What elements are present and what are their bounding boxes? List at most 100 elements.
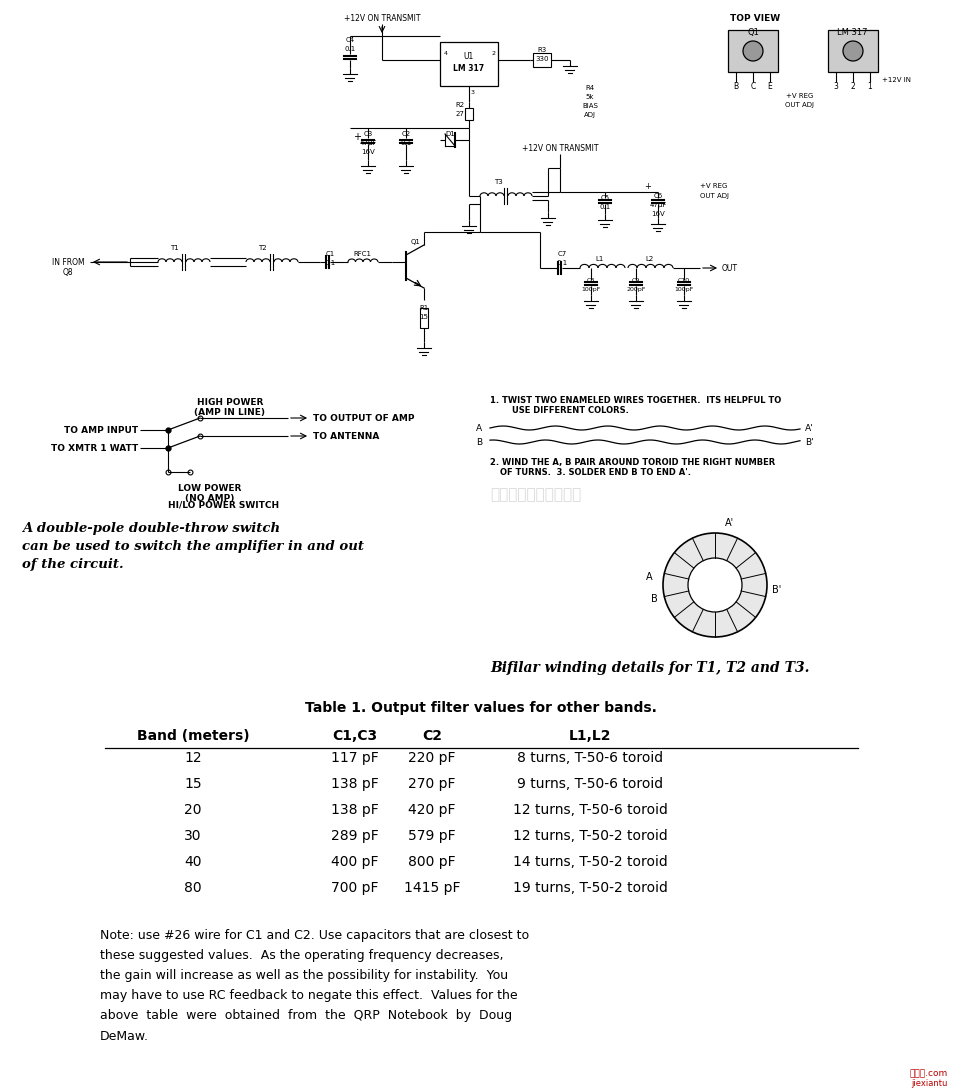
Text: C2: C2 — [422, 729, 441, 743]
Circle shape — [662, 533, 766, 637]
Text: 800 pF: 800 pF — [407, 855, 456, 869]
Text: IN FROM: IN FROM — [52, 258, 85, 266]
Text: HI/LO POWER SWITCH: HI/LO POWER SWITCH — [168, 500, 279, 510]
Text: R1: R1 — [419, 305, 429, 311]
Text: 3: 3 — [832, 82, 838, 91]
Text: 0.1: 0.1 — [555, 260, 567, 266]
Bar — [439, 41, 498, 86]
Text: RFC1: RFC1 — [353, 251, 371, 257]
Text: 420 pF: 420 pF — [407, 803, 456, 817]
Text: 5k: 5k — [585, 94, 594, 100]
Text: ADJ: ADJ — [583, 112, 596, 118]
Text: (AMP IN LINE): (AMP IN LINE) — [194, 407, 265, 416]
Text: 2. WIND THE A, B PAIR AROUND TOROID THE RIGHT NUMBER: 2. WIND THE A, B PAIR AROUND TOROID THE … — [489, 458, 775, 466]
Text: 30: 30 — [185, 829, 202, 843]
Text: D1: D1 — [445, 131, 455, 136]
Text: B: B — [651, 594, 657, 604]
Text: 14 turns, T-50-2 toroid: 14 turns, T-50-2 toroid — [512, 855, 667, 869]
Text: TO AMP INPUT: TO AMP INPUT — [63, 426, 137, 435]
Text: 0.1: 0.1 — [344, 46, 356, 52]
Text: 579 pF: 579 pF — [407, 829, 456, 843]
Text: 700 pF: 700 pF — [331, 881, 379, 895]
Text: 27: 27 — [456, 111, 464, 117]
Text: TO OUTPUT OF AMP: TO OUTPUT OF AMP — [312, 414, 414, 423]
Text: 138 pF: 138 pF — [331, 803, 379, 817]
Text: Band (meters): Band (meters) — [136, 729, 249, 743]
Text: T1: T1 — [169, 245, 178, 251]
Text: C5: C5 — [600, 195, 609, 201]
Text: L1: L1 — [595, 256, 604, 262]
Text: B': B' — [804, 438, 813, 447]
Text: A double-pole double-throw switch: A double-pole double-throw switch — [22, 522, 280, 534]
Bar — [464, 108, 473, 120]
Text: 200pF: 200pF — [626, 286, 645, 292]
Text: L1,L2: L1,L2 — [568, 729, 610, 743]
Text: 3: 3 — [471, 90, 475, 95]
Text: B': B' — [771, 585, 780, 595]
Bar — [727, 29, 777, 72]
Text: may have to use RC feedback to negate this effect.  Values for the: may have to use RC feedback to negate th… — [100, 989, 517, 1002]
Text: 2: 2 — [491, 50, 496, 56]
Text: 289 pF: 289 pF — [331, 829, 379, 843]
Text: OF TURNS.  3. SOLDER END B TO END A'.: OF TURNS. 3. SOLDER END B TO END A'. — [500, 467, 690, 476]
Text: B: B — [732, 82, 738, 91]
Text: C6: C6 — [653, 193, 662, 199]
Text: TO ANTENNA: TO ANTENNA — [312, 431, 379, 440]
Text: these suggested values.  As the operating frequency decreases,: these suggested values. As the operating… — [100, 950, 503, 962]
Text: +: + — [353, 132, 360, 142]
Text: R4: R4 — [585, 85, 594, 91]
Text: 9 turns, T-50-6 toroid: 9 turns, T-50-6 toroid — [516, 778, 662, 791]
Text: T3: T3 — [493, 179, 502, 185]
Text: Q1: Q1 — [410, 239, 421, 245]
Text: Bifilar winding details for T1, T2 and T3.: Bifilar winding details for T1, T2 and T… — [489, 661, 808, 675]
Text: Table 1. Output filter values for other bands.: Table 1. Output filter values for other … — [305, 701, 656, 715]
Text: 接线图.com: 接线图.com — [909, 1069, 947, 1079]
Text: 47μF: 47μF — [359, 140, 377, 146]
Text: 47μF: 47μF — [649, 202, 666, 207]
Text: 270 pF: 270 pF — [407, 778, 456, 791]
Text: A': A' — [804, 424, 813, 432]
Text: LOW POWER: LOW POWER — [178, 484, 241, 492]
Text: 19 turns, T-50-2 toroid: 19 turns, T-50-2 toroid — [512, 881, 667, 895]
Bar — [420, 308, 428, 328]
Text: 400 pF: 400 pF — [331, 855, 379, 869]
Text: C1: C1 — [325, 251, 334, 257]
Text: 0.1: 0.1 — [400, 140, 411, 146]
Text: 15: 15 — [184, 778, 202, 791]
Text: LM 317: LM 317 — [453, 63, 484, 72]
Text: 16V: 16V — [651, 211, 664, 217]
Text: DeMaw.: DeMaw. — [100, 1030, 149, 1043]
Text: 4: 4 — [444, 50, 448, 56]
Text: BIAS: BIAS — [581, 103, 598, 109]
Text: 15: 15 — [419, 314, 428, 320]
Text: R3: R3 — [537, 47, 546, 54]
Text: OUT ADJ: OUT ADJ — [700, 193, 728, 199]
Text: C4: C4 — [345, 37, 355, 43]
Circle shape — [687, 558, 741, 612]
Text: can be used to switch the amplifier in and out: can be used to switch the amplifier in a… — [22, 539, 363, 553]
Text: +12V IN: +12V IN — [881, 78, 910, 83]
Text: +12V ON TRANSMIT: +12V ON TRANSMIT — [343, 13, 420, 23]
Text: 20: 20 — [185, 803, 202, 817]
Circle shape — [842, 41, 862, 61]
Text: L2: L2 — [645, 256, 653, 262]
Text: C1,C3: C1,C3 — [333, 729, 377, 743]
Text: U1: U1 — [463, 51, 474, 60]
Text: +V REG: +V REG — [785, 93, 813, 99]
Text: 220 pF: 220 pF — [407, 751, 456, 765]
Text: (NO AMP): (NO AMP) — [185, 494, 234, 502]
Text: 1. TWIST TWO ENAMELED WIRES TOGETHER.  ITS HELPFUL TO: 1. TWIST TWO ENAMELED WIRES TOGETHER. IT… — [489, 395, 780, 404]
Text: 2: 2 — [850, 82, 854, 91]
Text: +12V ON TRANSMIT: +12V ON TRANSMIT — [521, 143, 598, 153]
Text: A': A' — [725, 518, 733, 529]
Text: LM 317: LM 317 — [836, 27, 867, 36]
Text: jiexiantu: jiexiantu — [911, 1080, 947, 1089]
Text: 117 pF: 117 pF — [331, 751, 379, 765]
Text: 0.1: 0.1 — [599, 204, 610, 210]
Text: R2: R2 — [455, 102, 464, 108]
Text: E: E — [767, 82, 772, 91]
Text: 100pF: 100pF — [580, 286, 600, 292]
Text: USE DIFFERENT COLORS.: USE DIFFERENT COLORS. — [511, 405, 628, 415]
Text: 8 turns, T-50-6 toroid: 8 turns, T-50-6 toroid — [516, 751, 662, 765]
Text: A: A — [476, 424, 481, 432]
